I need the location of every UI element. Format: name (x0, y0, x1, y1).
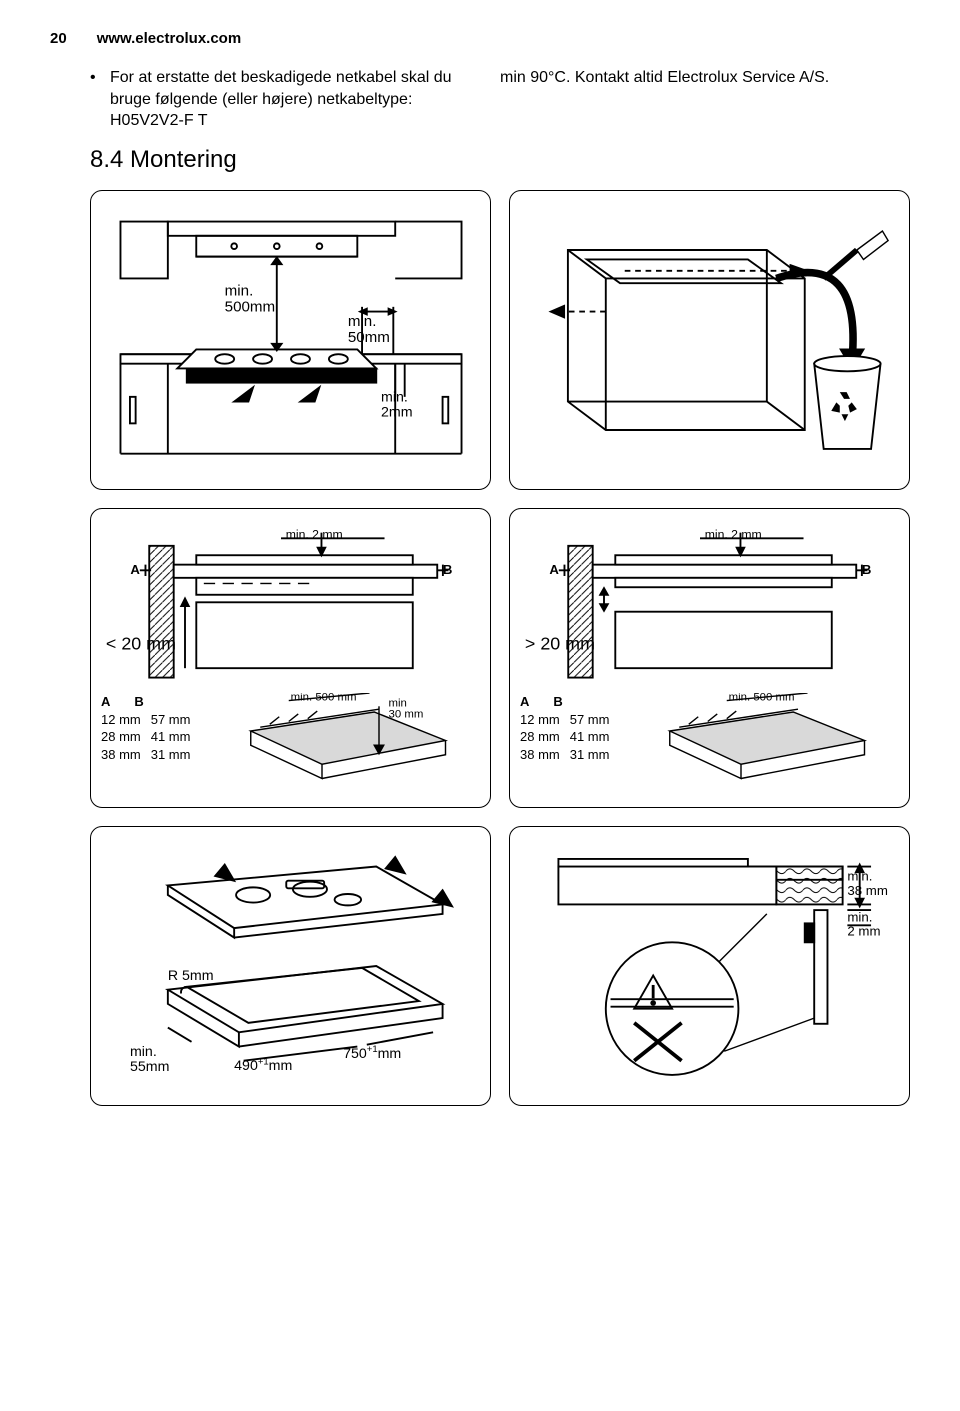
cutout-radius: R 5mm (167, 968, 213, 984)
gt20-table: A B 12 mm 57 mm 28 mm 41 mm 38 mm 31 mm (520, 693, 640, 763)
panel-clearances: min. 500mm min. 50mm min. 2mm (90, 190, 491, 490)
edge-dim1-label: min. (847, 869, 872, 884)
lt20-dim-side-2: 30 mm (389, 709, 424, 721)
lt20-r2a: 28 mm (101, 728, 141, 746)
cutout-diagram: R 5mm min. 55mm 490+1mm 750+1mm (111, 841, 471, 1091)
gt20-th-a: A (520, 693, 529, 711)
kitchen-clearance-diagram: min. 500mm min. 50mm min. 2mm (111, 205, 471, 475)
dim-2-value: 2mm (381, 405, 413, 421)
dim-500-label: min. (224, 282, 253, 299)
gt20-r3a: 38 mm (520, 746, 560, 764)
lt20-dim-top: min. 500 mm (291, 693, 357, 704)
gt20-b: B (862, 562, 872, 577)
lt20-a: A (130, 562, 140, 577)
intro-columns: For at erstatte det beskadigede netkabel… (50, 67, 910, 132)
edge-dim2-value: 2 mm (847, 923, 880, 938)
page-number: 20 (50, 30, 67, 47)
gt20-r1a: 12 mm (520, 711, 560, 729)
panel-lt20: min. 2 mm A B < 20 mm A B 12 mm 57 mm 28 m… (90, 508, 491, 808)
lt20-r3a: 38 mm (101, 746, 141, 764)
gt20-a: A (549, 562, 559, 577)
panel-edge-detail: min. 38 mm min. 2 mm (509, 826, 910, 1106)
cutout-h: 750+1mm (343, 1044, 401, 1062)
lt20-threshold: < 20 mm (106, 634, 176, 654)
lt20-dim-side-1: min (389, 698, 407, 710)
gt20-threshold: > 20 mm (525, 634, 595, 654)
cutout-min-value: 55mm (129, 1059, 168, 1075)
gt20-r3b: 31 mm (570, 746, 610, 764)
edge-dim1-value: 38 mm (847, 883, 888, 898)
gt20-r1b: 57 mm (570, 711, 610, 729)
cutout-min-label: min. (129, 1044, 156, 1060)
lt20-r2b: 41 mm (151, 728, 191, 746)
dim-50-value: 50mm (347, 329, 389, 346)
lt20-r3b: 31 mm (151, 746, 191, 764)
dim-2-label: min. (381, 389, 408, 405)
section-heading: 8.4 Montering (90, 146, 910, 174)
page-header: 20 www.electrolux.com (50, 30, 910, 47)
temp-note: min 90°C. Kontakt altid Electrolux Servi… (500, 67, 910, 89)
panel-gt20: min. 2 mm A B > 20 mm A B 12 mm 57 mm 28 m… (509, 508, 910, 808)
dim-50-label: min. (347, 313, 376, 330)
diagram-grid: min. 500mm min. 50mm min. 2mm (50, 190, 910, 1106)
gt20-r2a: 28 mm (520, 728, 560, 746)
packaging-diagram (530, 205, 890, 475)
cutout-w: 490+1mm (234, 1056, 292, 1074)
lt20-th-a: A (101, 693, 110, 711)
lt20-gap-label: min. 2 mm (286, 528, 343, 542)
lt20-th-b: B (134, 693, 143, 711)
edge-detail-diagram: min. 38 mm min. 2 mm (530, 841, 890, 1091)
dim-500-value: 500mm (224, 298, 274, 315)
panel-cutout: R 5mm min. 55mm 490+1mm 750+1mm (90, 826, 491, 1106)
lt20-table: A B 12 mm 57 mm 28 mm 41 mm 38 mm 31 mm (101, 693, 221, 763)
gt20-th-b: B (553, 693, 562, 711)
lt20-cross-section: min. 2 mm A B < 20 mm (101, 527, 461, 687)
gt20-dim-top: min. 500 mm (729, 693, 795, 704)
cable-bullet: For at erstatte det beskadigede netkabel… (50, 67, 460, 132)
gt20-plan-diagram: min. 500 mm (650, 693, 870, 788)
panel-remove-packaging (509, 190, 910, 490)
gt20-r2b: 41 mm (570, 728, 610, 746)
lt20-r1b: 57 mm (151, 711, 191, 729)
edge-dim2-label: min. (847, 909, 872, 924)
lt20-r1a: 12 mm (101, 711, 141, 729)
lt20-plan-diagram: min. 500 mm min 30 mm (231, 693, 451, 788)
lt20-b: B (443, 562, 453, 577)
gt20-cross-section: min. 2 mm A B > 20 mm (520, 527, 880, 687)
site-url: www.electrolux.com (97, 30, 242, 47)
gt20-gap-label: min. 2 mm (705, 528, 762, 542)
